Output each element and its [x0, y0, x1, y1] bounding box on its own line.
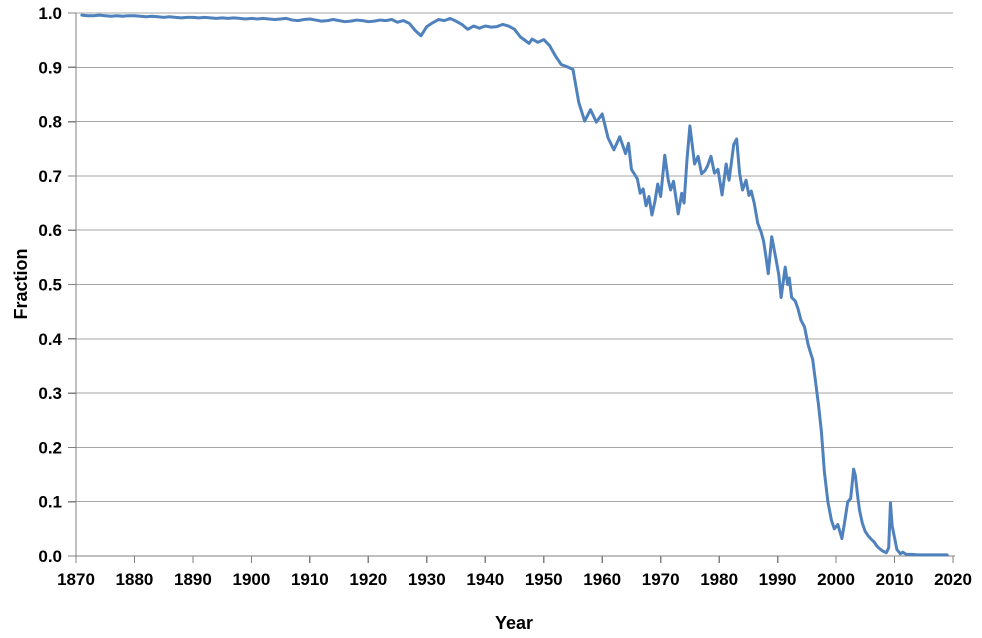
y-tick-label: 0.0 [38, 547, 62, 566]
x-tick-label: 1940 [466, 570, 504, 589]
y-tick-label: 0.2 [38, 438, 62, 457]
y-tick-label: 0.7 [38, 167, 62, 186]
x-tick-label: 1930 [408, 570, 446, 589]
x-tick-label: 1950 [525, 570, 563, 589]
y-axis-title: Fraction [11, 248, 31, 319]
gridlines-layer [76, 12, 953, 503]
y-tick-label: 0.6 [38, 221, 62, 240]
x-tick-label: 1890 [174, 570, 212, 589]
x-tick-label: 1910 [291, 570, 329, 589]
x-tick-label: 2010 [876, 570, 914, 589]
x-tick-label: 1920 [349, 570, 387, 589]
x-tick-label: 2020 [934, 570, 972, 589]
x-tick-label: 1870 [57, 570, 95, 589]
x-tick-label: 1970 [642, 570, 680, 589]
x-tick-label: 1880 [116, 570, 154, 589]
x-axis-title: Year [495, 613, 533, 633]
x-tick-label: 1960 [583, 570, 621, 589]
y-tick-label: 0.8 [38, 113, 62, 132]
y-tick-label: 0.5 [38, 276, 62, 295]
y-tick-label: 0.1 [38, 493, 62, 512]
y-tick-label: 0.4 [38, 330, 62, 349]
axes-layer [68, 12, 955, 563]
x-tick-label: 1980 [700, 570, 738, 589]
data-series-line [80, 13, 949, 557]
tick-labels-layer: 0.0 0.1 0.2 0.3 0.4 0.5 0.6 0.7 0.8 0.9 1.0 1870 188… [38, 4, 972, 589]
y-tick-label: 0.9 [38, 58, 62, 77]
x-tick-label: 1900 [232, 570, 270, 589]
y-tick-label: 0.3 [38, 384, 62, 403]
x-tick-label: 2000 [817, 570, 855, 589]
y-tick-label: 1.0 [38, 4, 62, 23]
data-series-layer [80, 13, 949, 557]
x-tick-label: 1990 [759, 570, 797, 589]
